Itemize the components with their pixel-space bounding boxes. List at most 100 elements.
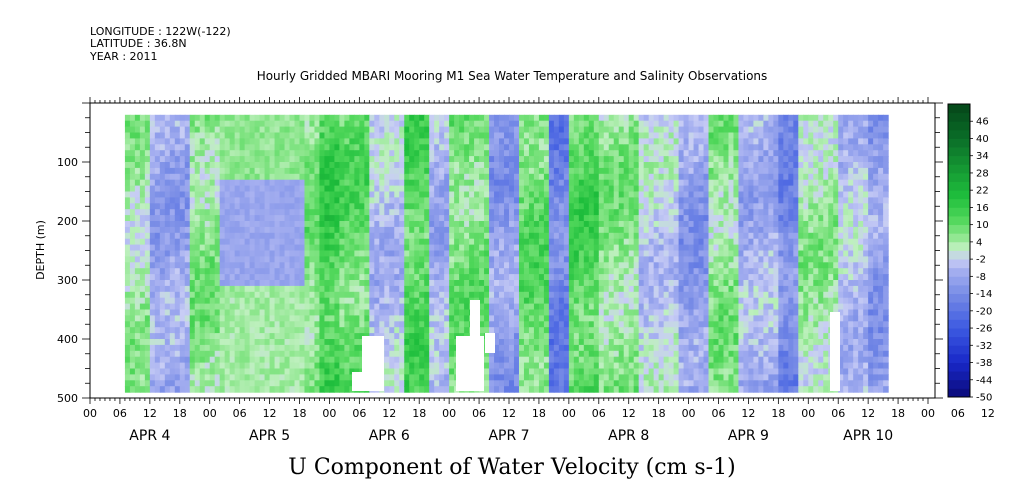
field-cell [249,126,256,134]
field-cell [389,285,395,293]
field-cell [583,144,590,151]
field-cell [344,380,350,387]
field-cell [548,221,555,228]
field-cell [274,209,281,216]
field-cell [319,333,326,340]
field-cell [533,291,540,299]
field-cell [174,268,181,275]
field-cell [264,380,271,387]
field-cell [179,315,186,322]
field-cell [638,250,645,257]
field-cell [578,120,585,128]
field-cell [414,339,420,346]
field-cell [199,150,206,157]
field-cell [469,126,475,134]
field-cell [359,262,365,269]
field-cell [623,374,630,381]
field-cell [149,244,156,252]
field-cell [224,221,231,228]
field-cell [164,297,171,305]
field-cell [329,173,336,181]
field-cell [578,327,585,334]
field-cell [174,333,181,340]
field-cell [424,291,430,299]
field-cell [354,327,360,334]
field-cell [459,215,465,222]
field-cell [174,285,181,293]
field-cell [134,144,141,151]
field-cell [558,197,565,204]
field-cell [593,191,600,198]
field-cell [528,315,535,322]
field-cell [494,191,500,198]
field-cell [439,321,445,328]
field-cell [484,285,490,293]
field-cell [249,285,256,293]
field-cell [369,256,375,263]
field-cell [504,380,510,387]
field-cell [349,309,355,316]
field-cell [134,120,141,128]
field-cell [344,197,350,204]
field-cell [404,256,410,263]
field-cell [543,280,550,287]
field-cell [354,209,360,216]
field-cell [259,167,266,175]
field-cell [578,344,585,352]
field-cell [199,386,206,393]
field-cell [543,226,550,234]
field-cell [174,380,181,387]
field-cell [513,120,520,128]
field-cell [558,297,565,305]
field-cell [633,309,640,316]
field-cell [419,120,425,128]
field-cell [124,114,131,122]
field-cell [314,144,321,151]
field-cell [414,173,420,181]
field-cell [439,162,445,169]
field-cell [489,315,495,322]
field-cell [144,144,151,151]
field-cell [528,209,535,216]
field-cell [404,138,410,145]
field-cell [144,167,151,175]
field-cell [414,285,420,293]
field-cell [369,132,375,139]
field-cell [389,268,395,275]
field-cell [628,215,635,222]
field-cell [299,280,306,287]
field-cell [179,221,186,228]
field-cell [249,268,256,275]
field-cell [464,244,470,252]
field-cell [563,250,570,257]
field-cell [204,179,211,187]
field-cell [244,167,251,175]
field-cell [239,356,246,364]
field-cell [439,185,445,193]
field-cell [409,356,415,364]
field-cell [139,280,146,287]
field-cell [553,120,560,128]
field-cell [179,303,186,311]
field-cell [249,333,256,340]
field-cell [234,262,241,269]
field-cell [344,221,350,228]
field-cell [643,262,650,269]
field-cell [404,285,410,293]
field-cell [464,280,470,287]
field-cell [129,374,136,381]
field-cell [638,303,645,311]
field-cell [414,362,420,370]
field-cell [164,138,171,145]
field-cell [543,167,550,175]
field-cell [394,280,400,287]
field-cell [598,250,605,257]
field-cell [329,362,336,370]
field-cell [528,114,535,122]
field-cell [613,238,620,246]
field-cell [469,232,475,240]
field-cell [533,144,540,151]
field-cell [229,120,236,128]
field-cell [499,285,505,293]
field-cell [518,250,525,257]
